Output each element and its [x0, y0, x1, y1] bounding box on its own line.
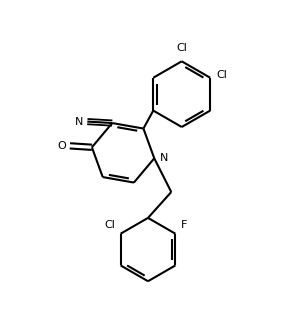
- Text: N: N: [75, 117, 83, 126]
- Text: N: N: [160, 153, 168, 163]
- Text: Cl: Cl: [104, 220, 115, 230]
- Text: Cl: Cl: [176, 42, 187, 52]
- Text: F: F: [181, 220, 187, 230]
- Text: O: O: [57, 141, 66, 151]
- Text: Cl: Cl: [217, 70, 228, 80]
